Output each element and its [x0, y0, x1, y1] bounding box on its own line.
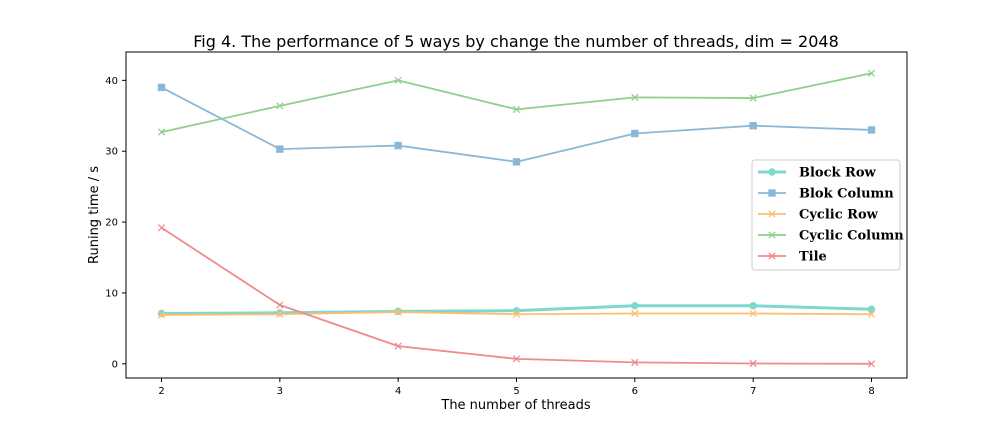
data-point: [631, 358, 639, 367]
x-tick-label: 4: [395, 386, 401, 397]
x-axis-label: The number of threads: [440, 398, 590, 413]
y-tick-label: 40: [105, 76, 118, 87]
legend-label: Tile: [799, 250, 827, 265]
series-cyclic-column: [157, 69, 876, 136]
data-point: [394, 308, 402, 316]
data-point: [512, 158, 521, 166]
legend-label: Cyclic Column: [799, 229, 904, 244]
legend-label: Cyclic Row: [799, 208, 879, 223]
legend-marker: [768, 168, 776, 176]
data-point: [394, 76, 402, 85]
data-point: [157, 224, 166, 232]
series-blok-column: [157, 83, 876, 166]
data-point: [512, 306, 521, 315]
data-point: [867, 69, 876, 77]
data-point: [157, 311, 166, 319]
data-point: [512, 355, 521, 363]
series-line: [161, 72, 872, 133]
y-tick-label: 20: [105, 218, 118, 229]
legend-marker: [768, 231, 776, 239]
y-tick-label: 30: [105, 147, 118, 158]
data-point: [394, 141, 402, 150]
legend-item-cyclic-column: Cyclic Column: [758, 229, 904, 244]
legend-box: [751, 159, 901, 271]
series-line: [161, 86, 872, 163]
data-point: [276, 310, 284, 318]
data-point: [512, 105, 521, 114]
x-tick-label: 7: [750, 386, 756, 397]
axis-ticks: 2 3 4 5 6 7 8 0 10 20 30 40: [105, 76, 874, 397]
data-point: [157, 128, 166, 136]
data-point: [512, 310, 521, 318]
data-point: [631, 309, 639, 318]
data-point: [749, 94, 757, 102]
y-tick-label: 0: [112, 359, 118, 370]
x-tick-label: 8: [868, 386, 874, 397]
data-point: [276, 301, 284, 309]
x-tick-label: 6: [632, 386, 638, 397]
legend-item-block-row: Block Row: [758, 166, 877, 181]
data-point: [749, 302, 757, 310]
data-point: [867, 126, 876, 134]
x-tick-label: 5: [513, 386, 519, 397]
chart-title: Fig 4. The performance of 5 ways by chan…: [193, 32, 839, 51]
x-tick-label: 2: [158, 386, 164, 397]
data-point: [631, 302, 639, 310]
data-point: [867, 310, 876, 318]
data-point: [867, 360, 876, 368]
data-point: [749, 122, 757, 130]
data-point: [749, 359, 757, 368]
legend-item-cyclic-row: Cyclic Row: [758, 208, 879, 223]
y-axis-label: Runing time / s: [87, 166, 102, 264]
legend-marker: [768, 189, 776, 197]
legend-label: Block Row: [799, 166, 877, 181]
data-point: [631, 93, 639, 102]
data-point: [276, 102, 284, 110]
y-tick-label: 10: [105, 288, 118, 299]
legend: Block Row Blok Column Cyclic Row Cyclic Col…: [751, 159, 904, 271]
legend-marker: [768, 210, 776, 218]
data-point: [749, 309, 757, 318]
data-point: [631, 129, 639, 138]
series-tile: [157, 224, 876, 368]
legend-item-blok-column: Blok Column: [758, 187, 894, 202]
series-cyclic-row: [157, 308, 876, 319]
data-point: [276, 145, 284, 153]
legend-label: Blok Column: [799, 187, 894, 202]
data-point: [157, 83, 166, 92]
legend-item-tile: Tile: [758, 250, 827, 265]
x-tick-label: 3: [277, 386, 283, 397]
data-point: [394, 342, 402, 350]
legend-marker: [768, 252, 776, 260]
data-point: [867, 305, 876, 313]
series-layer: [157, 69, 876, 368]
